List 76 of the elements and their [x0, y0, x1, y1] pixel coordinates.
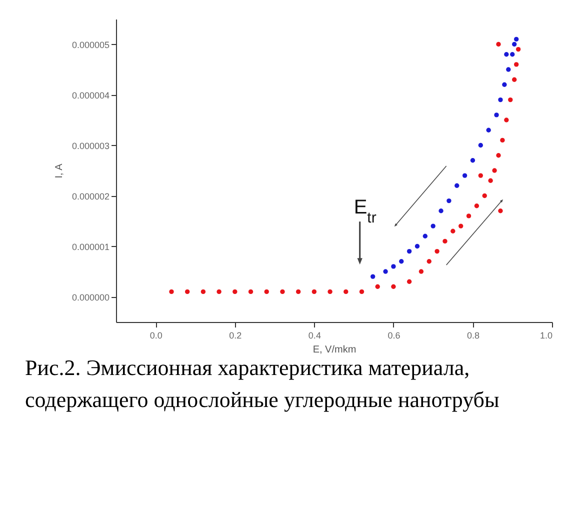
x-tick-label: 0.6 [388, 330, 400, 340]
point [406, 279, 412, 284]
point [502, 82, 507, 87]
point [200, 289, 206, 294]
point [488, 178, 493, 183]
point [510, 52, 515, 57]
point [450, 228, 456, 234]
point [474, 204, 480, 208]
point [434, 248, 440, 254]
point [446, 198, 452, 204]
point [438, 208, 444, 214]
point [508, 97, 513, 102]
point [383, 269, 388, 274]
point [498, 97, 503, 102]
y-tick-label: 0.000004 [72, 90, 110, 100]
point [296, 289, 301, 294]
point [442, 238, 448, 244]
point [478, 173, 483, 178]
point [370, 274, 376, 279]
annotation: E$_{tr}$ [354, 196, 376, 226]
point [312, 289, 317, 294]
point [391, 284, 396, 289]
point [426, 259, 432, 264]
y-tick-label: 0.000001 [72, 242, 110, 252]
x-tick-label: 0.8 [466, 330, 480, 340]
point [478, 142, 483, 148]
point [512, 77, 517, 82]
point [391, 264, 396, 269]
x-tick-label: 0.4 [308, 330, 321, 340]
point [486, 128, 491, 132]
point [514, 36, 519, 42]
point [512, 42, 517, 47]
point [496, 42, 501, 47]
text: Рис.2. Эмиссионная характеристика материала, содержащего однослойные углеродные нанотрубы [25, 354, 500, 414]
point [514, 62, 519, 67]
point [454, 183, 460, 188]
point [504, 52, 509, 57]
point [496, 153, 501, 158]
point [482, 193, 487, 198]
point [458, 224, 464, 228]
point [494, 112, 499, 118]
point [470, 158, 476, 163]
point [430, 224, 436, 228]
x-axis-title: E, V/mkm [312, 344, 356, 356]
point [506, 67, 511, 72]
x-tick-label: 1.0 [540, 330, 552, 340]
point [375, 284, 380, 289]
point [264, 289, 269, 294]
point [466, 214, 472, 218]
y-tick-label: 0.000003 [72, 140, 110, 151]
point [492, 168, 497, 173]
point [344, 289, 348, 294]
point [422, 234, 428, 238]
point [462, 173, 468, 178]
point [359, 289, 364, 294]
point [328, 289, 332, 294]
x-tick-label: 0.2 [229, 330, 242, 340]
y-tick-label: 0.000002 [72, 191, 110, 202]
point [516, 46, 521, 52]
y-tick-label: 0.000005 [72, 40, 110, 50]
x-tick-label: 0.0 [150, 330, 162, 340]
point [414, 244, 420, 249]
point [216, 289, 222, 294]
point [500, 138, 505, 143]
point [280, 289, 285, 294]
point [248, 289, 254, 294]
point [185, 289, 190, 294]
point [169, 289, 174, 294]
point [418, 269, 424, 274]
point [232, 289, 238, 294]
point [504, 118, 509, 122]
point [399, 259, 404, 264]
y-tick-label: 0.000000 [72, 292, 110, 302]
point [498, 208, 503, 214]
point [406, 248, 412, 254]
y-axis-title: I, A [54, 163, 65, 178]
